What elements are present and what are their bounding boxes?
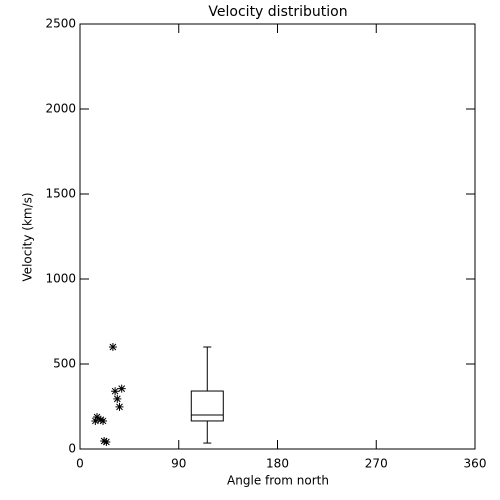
- point: [113, 394, 122, 403]
- x-tick-label: 180: [266, 457, 289, 471]
- point: [102, 438, 111, 447]
- y-tick-label: 0: [68, 442, 76, 456]
- chart-title: Velocity distribution: [208, 4, 347, 20]
- x-tick-label: 360: [464, 457, 487, 471]
- y-tick-label: 2500: [45, 17, 76, 31]
- plot-frame: [79, 23, 476, 450]
- x-tick-label: 0: [76, 457, 84, 471]
- point: [100, 437, 109, 446]
- point: [96, 415, 105, 424]
- point: [91, 416, 100, 425]
- point: [117, 384, 126, 393]
- x-axis-label: Angle from north: [227, 474, 329, 488]
- y-tick-label: 500: [53, 357, 76, 371]
- point: [93, 413, 102, 422]
- point: [115, 402, 124, 411]
- y-axis-label: Velocity (km/s): [21, 192, 35, 281]
- box: [190, 390, 224, 422]
- point: [111, 387, 120, 396]
- point: [108, 343, 117, 351]
- point: [99, 416, 108, 425]
- x-tick-label: 90: [171, 457, 186, 471]
- y-tick-label: 2000: [45, 102, 76, 116]
- y-tick-label: 1000: [45, 272, 76, 286]
- y-tick-label: 1500: [45, 187, 76, 201]
- x-tick-label: 270: [365, 457, 388, 471]
